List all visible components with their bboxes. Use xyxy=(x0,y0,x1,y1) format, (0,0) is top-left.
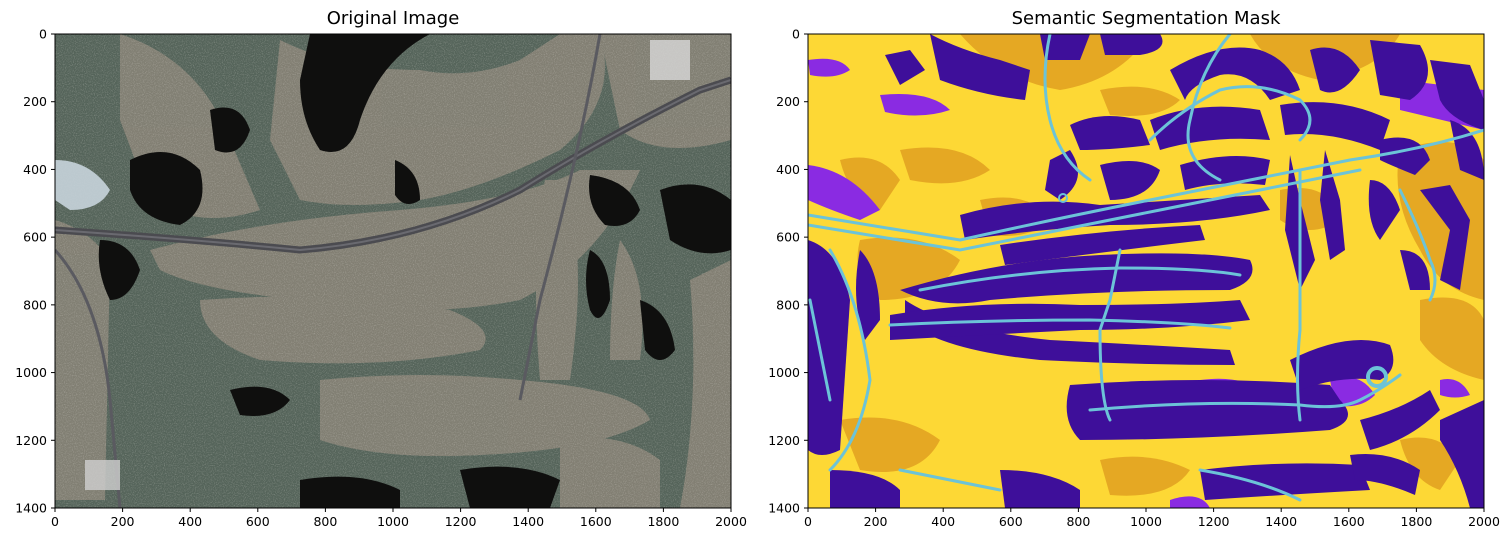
x-tick-label: 0 xyxy=(804,514,812,529)
x-tick-label: 2000 xyxy=(1468,514,1500,529)
x-tick-label: 200 xyxy=(864,514,888,529)
y-tick-label: 800 xyxy=(23,297,47,312)
y-tick-label: 200 xyxy=(776,94,800,109)
y-tick-label: 1200 xyxy=(15,433,47,448)
x-tick-label: 1800 xyxy=(647,514,679,529)
x-tick-label: 800 xyxy=(1066,514,1090,529)
x-tick-label: 0 xyxy=(51,514,59,529)
y-tick-label: 1000 xyxy=(768,365,800,380)
y-tick-label: 1200 xyxy=(768,433,800,448)
x-tick-label: 1600 xyxy=(1333,514,1365,529)
y-tick-label: 200 xyxy=(23,94,47,109)
y-tick-label: 0 xyxy=(39,27,47,42)
segmentation-mask xyxy=(808,34,1484,508)
right-axes: 0 200 400 600 800 1000 1200 1400 1600 1800 2000 0 20… xyxy=(768,27,1500,530)
x-tick-label: 1200 xyxy=(445,514,477,529)
x-tick-label: 600 xyxy=(246,514,270,529)
satellite-image xyxy=(55,34,731,508)
x-tick-label: 1200 xyxy=(1198,514,1230,529)
x-tick-label: 1000 xyxy=(1130,514,1162,529)
panel-title-original: Original Image xyxy=(327,8,460,29)
x-tick-label: 400 xyxy=(178,514,202,529)
x-tick-label: 1400 xyxy=(1265,514,1297,529)
x-tick-label: 1400 xyxy=(512,514,544,529)
x-tick-label: 200 xyxy=(111,514,135,529)
x-tick-label: 600 xyxy=(999,514,1023,529)
y-tick-label: 400 xyxy=(23,162,47,177)
x-tick-label: 400 xyxy=(931,514,955,529)
left-axes: 0 200 400 600 800 1000 1200 1400 1600 1800 2000 0 20… xyxy=(15,27,747,530)
panel-title-mask: Semantic Segmentation Mask xyxy=(1012,8,1281,29)
y-tick-label: 0 xyxy=(792,27,800,42)
x-tick-label: 2000 xyxy=(715,514,747,529)
x-tick-label: 1000 xyxy=(377,514,409,529)
x-tick-label: 800 xyxy=(313,514,337,529)
x-tick-label: 1800 xyxy=(1400,514,1432,529)
x-tick-label: 1600 xyxy=(580,514,612,529)
y-tick-label: 800 xyxy=(776,297,800,312)
y-tick-label: 600 xyxy=(776,230,800,245)
y-tick-label: 1400 xyxy=(768,501,800,516)
y-tick-label: 600 xyxy=(23,230,47,245)
y-tick-label: 1000 xyxy=(15,365,47,380)
y-tick-label: 400 xyxy=(776,162,800,177)
y-tick-label: 1400 xyxy=(15,501,47,516)
